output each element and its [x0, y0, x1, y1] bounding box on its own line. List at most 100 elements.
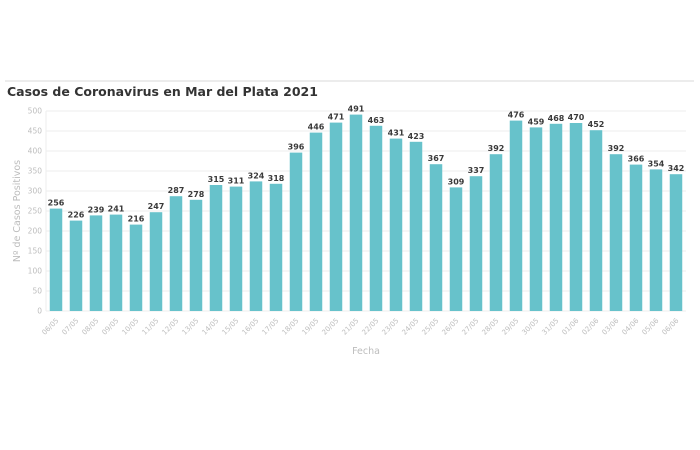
x-tick-label: 14/05: [200, 317, 220, 337]
x-tick-label: 07/05: [60, 317, 80, 337]
data-label: 366: [628, 155, 645, 164]
bar: [529, 127, 543, 312]
bar: [429, 164, 443, 311]
x-tick-label: 15/05: [220, 317, 240, 337]
x-tick-label: 13/05: [180, 317, 200, 337]
data-label: 239: [88, 205, 105, 214]
chart-title: Casos de Coronavirus en Mar del Plata 20…: [7, 84, 318, 99]
data-label: 226: [68, 211, 85, 220]
y-tick-label: 100: [28, 267, 43, 276]
data-label: 318: [268, 174, 285, 183]
data-label: 367: [428, 154, 445, 163]
data-label: 241: [108, 205, 125, 214]
bar: [569, 123, 583, 311]
data-label: 471: [328, 113, 345, 122]
data-label: 315: [208, 175, 225, 184]
bar: [49, 208, 63, 311]
bar: [469, 176, 483, 311]
x-tick-label: 16/05: [240, 317, 260, 337]
x-tick-label: 24/05: [400, 317, 420, 337]
data-label: 278: [188, 190, 205, 199]
x-tick-label: 12/05: [160, 317, 180, 337]
x-tick-label: 09/05: [100, 317, 120, 337]
x-tick-label: 11/05: [140, 317, 160, 337]
x-tick-label: 19/05: [300, 317, 320, 337]
y-tick-label: 0: [37, 307, 42, 316]
y-axis-label: Nº de Casos Positivos: [12, 160, 23, 262]
data-label: 354: [648, 159, 665, 168]
data-label: 452: [588, 120, 605, 129]
y-tick-label: 50: [32, 287, 42, 296]
y-tick-label: 450: [28, 127, 43, 136]
x-tick-label: 29/05: [500, 317, 520, 337]
bar: [89, 215, 103, 311]
data-label: 470: [568, 113, 585, 122]
y-tick-label: 400: [28, 147, 43, 156]
data-label: 463: [368, 116, 385, 125]
x-tick-label: 23/05: [380, 317, 400, 337]
data-label: 446: [308, 123, 325, 132]
x-tick-label: 08/05: [80, 317, 100, 337]
x-tick-label: 27/05: [460, 317, 480, 337]
bar: [289, 152, 303, 311]
bar: [169, 196, 183, 311]
bar: [449, 187, 463, 311]
bar: [309, 132, 323, 311]
bar: [649, 169, 663, 311]
x-tick-label: 10/05: [120, 317, 140, 337]
data-label: 311: [228, 177, 245, 186]
x-tick-label: 30/05: [520, 317, 540, 337]
x-tick-label: 22/05: [360, 317, 380, 337]
data-label: 287: [168, 186, 185, 195]
data-label: 423: [408, 132, 425, 141]
x-tick-label: 25/05: [420, 317, 440, 337]
y-tick-label: 500: [28, 107, 43, 116]
x-tick-label: 05/06: [640, 316, 660, 336]
x-tick-label: 01/06: [560, 316, 580, 336]
data-label: 396: [288, 143, 305, 152]
data-label: 392: [608, 144, 625, 153]
data-label: 247: [148, 202, 165, 211]
bar: [609, 154, 623, 311]
header-divider: [5, 80, 694, 82]
bar: [129, 224, 143, 311]
data-label: 491: [348, 105, 365, 114]
data-label: 337: [468, 166, 485, 175]
y-tick-label: 150: [28, 247, 43, 256]
bar: [669, 174, 683, 311]
y-axis-ticks: 0 50 100 150 200 250 300 350 400 450 500: [28, 107, 43, 316]
x-tick-label: 18/05: [280, 317, 300, 337]
bars: [49, 114, 683, 312]
bar: [369, 125, 383, 311]
data-label: 342: [668, 164, 685, 173]
x-tick-label: 17/05: [260, 317, 280, 337]
bar: [189, 199, 203, 311]
bar: [109, 214, 123, 311]
data-label: 459: [528, 117, 545, 126]
x-tick-label: 06/05: [40, 317, 60, 337]
bar: [269, 183, 283, 311]
bar: [589, 130, 603, 311]
y-tick-label: 350: [28, 167, 43, 176]
data-label: 468: [548, 114, 565, 123]
y-tick-label: 250: [28, 207, 43, 216]
data-label: 216: [128, 215, 145, 224]
data-label: 324: [248, 171, 265, 180]
x-axis-label: Fecha: [352, 346, 380, 357]
x-axis-ticks: 06/05 07/05 08/05 09/05 10/05 11/05 12/05 13/05…: [40, 316, 680, 336]
x-tick-label: 28/05: [480, 317, 500, 337]
x-tick-label: 26/05: [440, 317, 460, 337]
bar: [409, 141, 423, 311]
data-label: 256: [48, 199, 65, 208]
x-tick-label: 20/05: [320, 317, 340, 337]
bar: [549, 123, 563, 311]
data-label: 476: [508, 111, 525, 120]
data-label: 431: [388, 129, 405, 138]
x-tick-label: 06/06: [660, 316, 680, 336]
x-tick-label: 04/06: [620, 316, 640, 336]
bar: [229, 186, 243, 311]
bar: [249, 181, 263, 311]
bar: [69, 220, 83, 311]
